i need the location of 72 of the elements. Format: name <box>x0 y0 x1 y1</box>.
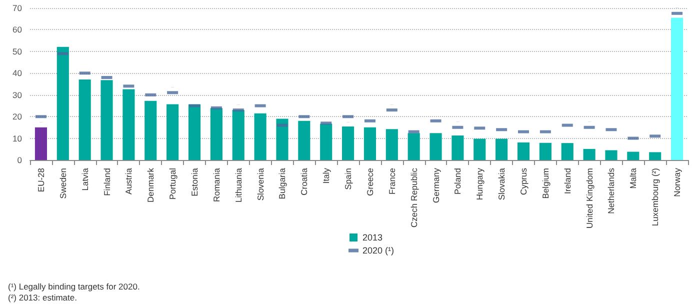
y-tick-label: 10 <box>12 133 22 144</box>
bar <box>496 138 508 160</box>
text: (¹) Legally binding targets for 2020. <box>8 282 140 292</box>
bar <box>627 152 640 160</box>
x-tick-label: Bulgaria <box>277 168 288 200</box>
x-tick-label: Netherlands <box>606 168 616 214</box>
bar <box>517 142 530 160</box>
bar <box>166 104 179 160</box>
x-tick-label: France <box>386 168 397 194</box>
x-tick-label: Romania <box>211 168 222 202</box>
y-tick-label: 20 <box>12 112 22 122</box>
legend-label: 2013 <box>362 232 383 242</box>
bar <box>474 138 486 160</box>
legend-label: 2020 (¹) <box>362 246 394 256</box>
x-tick-label: United Kingdom <box>584 168 594 228</box>
x-tick-label: Luxembourg (²) <box>650 168 660 226</box>
bar <box>276 118 288 160</box>
x-tick-label: Denmark <box>146 167 156 202</box>
y-tick-label: 70 <box>12 3 22 13</box>
bar <box>430 133 442 160</box>
bar <box>364 127 376 160</box>
x-tick-label: Lithuania <box>233 168 244 203</box>
x-tick-label: Belgium <box>540 168 550 199</box>
bar <box>100 80 113 160</box>
y-tick-label: 50 <box>12 46 22 56</box>
x-tick-label: Croatia <box>299 168 310 196</box>
bar <box>583 148 596 160</box>
bar <box>188 104 201 160</box>
bar <box>539 142 552 160</box>
y-tick-label: 60 <box>12 24 22 35</box>
y-tick-label: 30 <box>12 90 22 100</box>
bar <box>649 152 662 160</box>
x-tick-label: Portugal <box>168 168 178 200</box>
x-tick-label: Latvia <box>80 168 90 191</box>
bar <box>386 129 398 160</box>
x-tick-label: Greece <box>364 168 375 196</box>
bar <box>298 120 310 160</box>
x-tick-label: Slovakia <box>496 168 507 200</box>
bar <box>56 46 69 160</box>
bar <box>78 79 91 160</box>
bar <box>254 113 266 160</box>
x-tick-label: Spain <box>343 168 354 190</box>
bar <box>210 108 222 160</box>
bar <box>34 127 47 160</box>
x-tick-label: Finland <box>102 168 112 196</box>
bar <box>408 133 420 160</box>
x-tick-label: Czech Republic <box>408 167 419 228</box>
x-tick-label: Slovenia <box>255 168 266 201</box>
bar <box>122 89 135 160</box>
x-tick-label: Poland <box>452 168 463 194</box>
x-tick-label: Cyprus <box>518 168 528 195</box>
x-tick-label: Austria <box>124 168 134 194</box>
x-tick-label: Ireland <box>562 168 572 194</box>
bar <box>605 150 618 160</box>
x-tick-label: Hungary <box>474 167 485 200</box>
bar <box>561 143 574 160</box>
x-tick-label: Norway <box>672 167 682 197</box>
x-tick-label: Germany <box>430 167 441 203</box>
bar <box>452 135 464 160</box>
bar <box>232 110 244 160</box>
text: (²) 2013: estimate. <box>8 292 77 302</box>
y-tick-label: 0 <box>17 155 22 165</box>
y-tick-label: 40 <box>12 68 22 78</box>
x-tick-label: Sweden <box>58 168 68 199</box>
bar <box>671 18 684 160</box>
x-tick-label: Estonia <box>190 168 200 196</box>
bar <box>342 126 354 160</box>
x-tick-label: Malta <box>628 168 638 189</box>
bar <box>320 124 332 160</box>
x-tick-label: EU-28 <box>36 168 46 192</box>
x-tick-label: Italy <box>321 167 332 184</box>
bar <box>144 100 157 160</box>
